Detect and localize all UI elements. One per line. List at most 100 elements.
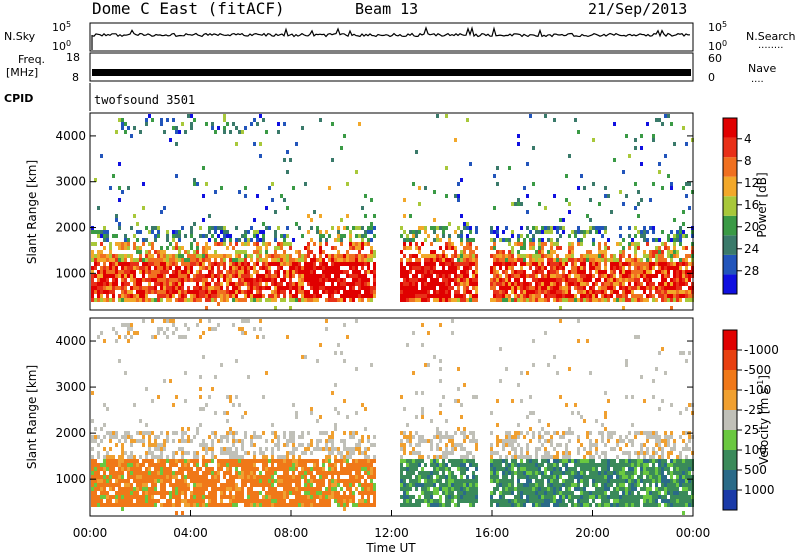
heatmap-cell [622, 290, 625, 294]
heatmap-cell [229, 495, 232, 499]
heatmap-cell [418, 483, 421, 487]
heatmap-cell [154, 274, 157, 278]
heatmap-cell [196, 270, 199, 274]
heatmap-cell [274, 306, 277, 310]
heatmap-cell [307, 282, 310, 286]
heatmap-cell [595, 266, 598, 270]
heatmap-cell [286, 495, 289, 499]
heatmap-cell [241, 483, 244, 487]
heatmap-cell [277, 467, 280, 471]
heatmap-cell [655, 298, 658, 302]
heatmap-cell [445, 286, 448, 290]
heatmap-cell [322, 250, 325, 254]
heatmap-cell [502, 483, 505, 487]
heatmap-cell [454, 431, 457, 435]
heatmap-cell [676, 294, 679, 298]
heatmap-cell [241, 487, 244, 491]
heatmap-cell [259, 238, 262, 242]
heatmap-cell [160, 298, 163, 302]
heatmap-cell [340, 479, 343, 483]
heatmap-cell [346, 254, 349, 258]
heatmap-cell [172, 475, 175, 479]
heatmap-cell [466, 274, 469, 278]
heatmap-cell [436, 258, 439, 262]
heatmap-cell [427, 286, 430, 290]
heatmap-cell [127, 254, 130, 258]
heatmap-cell [556, 262, 559, 266]
heatmap-cell [202, 503, 205, 507]
heatmap-cell [172, 455, 175, 459]
heatmap-cell [355, 479, 358, 483]
heatmap-cell [142, 499, 145, 503]
heatmap-cell [109, 431, 112, 435]
heatmap-cell [418, 230, 421, 234]
heatmap-cell [97, 282, 100, 286]
heatmap-cell [451, 278, 454, 282]
heatmap-cell [253, 499, 256, 503]
heatmap-cell [466, 467, 469, 471]
heatmap-cell [124, 274, 127, 278]
heatmap-cell [313, 262, 316, 266]
heatmap-cell [472, 294, 475, 298]
heatmap-cell [358, 270, 361, 274]
heatmap-cell [538, 278, 541, 282]
heatmap-cell [679, 238, 682, 242]
heatmap-cell [316, 491, 319, 495]
heatmap-cell [97, 274, 100, 278]
heatmap-cell [562, 230, 565, 234]
heatmap-cell [172, 323, 175, 327]
heatmap-cell [115, 459, 118, 463]
heatmap-cell [274, 495, 277, 499]
heatmap-cell [223, 459, 226, 463]
heatmap-cell [355, 246, 358, 250]
heatmap-cell [142, 495, 145, 499]
heatmap-cell [121, 479, 124, 483]
heatmap-cell [259, 327, 262, 331]
heatmap-cell [658, 254, 661, 258]
heatmap-cell [259, 483, 262, 487]
heatmap-cell [133, 471, 136, 475]
heatmap-cell [367, 447, 370, 451]
heatmap-cell [247, 451, 250, 455]
heatmap-cell [175, 174, 178, 178]
heatmap-cell [217, 463, 220, 467]
heatmap-cell [331, 431, 334, 435]
heatmap-cell [334, 455, 337, 459]
heatmap-cell [130, 467, 133, 471]
heatmap-cell [214, 431, 217, 435]
heatmap-cell [298, 475, 301, 479]
heatmap-cell [196, 503, 199, 507]
heatmap-cell [115, 270, 118, 274]
heatmap-cell [676, 286, 679, 290]
heatmap-cell [250, 443, 253, 447]
heatmap-cell [412, 278, 415, 282]
heatmap-cell [529, 471, 532, 475]
heatmap-cell [346, 335, 349, 339]
heatmap-cell [136, 250, 139, 254]
heatmap-cell [637, 258, 640, 262]
heatmap-cell [157, 447, 160, 451]
heatmap-cell [241, 495, 244, 499]
heatmap-cell [661, 298, 664, 302]
heatmap-cell [472, 499, 475, 503]
heatmap-cell [163, 471, 166, 475]
heatmap-cell [112, 262, 115, 266]
heatmap-cell [319, 234, 322, 238]
heatmap-cell [286, 258, 289, 262]
heatmap-cell [202, 166, 205, 170]
heatmap-cell [511, 503, 514, 507]
heatmap-cell [223, 411, 226, 415]
heatmap-cell [532, 286, 535, 290]
heatmap-cell [526, 371, 529, 375]
heatmap-cell [289, 266, 292, 270]
heatmap-cell [112, 487, 115, 491]
heatmap-cell [541, 491, 544, 495]
heatmap-cell [547, 282, 550, 286]
heatmap-cell [232, 258, 235, 262]
heatmap-cell [259, 491, 262, 495]
heatmap-cell [406, 495, 409, 499]
heatmap-cell [313, 210, 316, 214]
heatmap-cell [268, 226, 271, 230]
heatmap-cell [367, 471, 370, 475]
heatmap-cell [91, 487, 94, 491]
